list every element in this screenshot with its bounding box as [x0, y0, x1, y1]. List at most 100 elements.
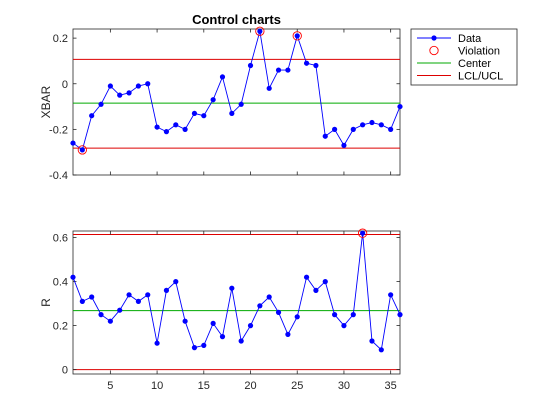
legend-swatch-dot	[431, 35, 437, 41]
data-point	[378, 122, 384, 128]
data-point	[257, 303, 263, 309]
data-point	[247, 323, 254, 329]
y-tick-label: 0	[62, 79, 68, 91]
data-point	[332, 126, 338, 132]
y-tick-label: -0.2	[49, 124, 68, 136]
data-point	[369, 119, 375, 126]
data-point	[107, 318, 113, 324]
y-tick-label: -0.4	[49, 170, 68, 182]
data-point	[145, 292, 151, 298]
legend-item: Center	[417, 58, 491, 70]
data-point	[173, 122, 179, 128]
data-point	[313, 62, 319, 69]
data-point	[350, 126, 356, 132]
data-point	[219, 74, 226, 80]
data-point	[163, 287, 170, 293]
x-tick-label: 20	[244, 380, 256, 392]
data-point	[247, 62, 254, 69]
data-point	[238, 338, 244, 344]
violation-marker	[292, 31, 302, 41]
data-point	[257, 28, 263, 34]
data-point	[229, 285, 235, 291]
data-point	[341, 323, 347, 329]
x-tick-label: 10	[151, 380, 163, 392]
chart-2: 5 10 15 20 25 30 35 0 0.2 0.4 0.6 R	[39, 228, 403, 392]
legend-swatch-circle	[429, 45, 439, 56]
data-point	[378, 347, 384, 353]
data-point	[275, 67, 282, 73]
chart-1: -0.4 -0.2 0 0.2 Control charts XBAR	[39, 12, 403, 182]
data-point	[322, 279, 328, 285]
data-point	[397, 312, 403, 318]
data-point	[98, 101, 104, 107]
data-point	[285, 67, 291, 73]
legend-label: Data	[458, 33, 482, 45]
data-point	[163, 129, 170, 135]
data-point	[229, 110, 235, 117]
data-point	[313, 287, 319, 293]
data-point	[238, 101, 244, 107]
legend-item: Data	[417, 33, 482, 45]
data-point	[126, 90, 132, 96]
charts-layer: -0.4 -0.2 0 0.2 Control charts XBAR 5 10 15 20 25 3…	[39, 12, 403, 392]
data-point	[266, 294, 272, 300]
y-tick-label: 0	[62, 365, 68, 377]
violation-marker	[357, 228, 368, 238]
data-point	[360, 230, 366, 236]
data-point	[360, 122, 366, 128]
plot-area	[72, 28, 401, 176]
legend-label: Violation	[458, 46, 500, 58]
data-point	[173, 279, 179, 285]
y-axis-label: R	[39, 298, 53, 307]
data-point	[285, 331, 291, 337]
data-point	[388, 126, 394, 132]
data-point	[210, 320, 216, 326]
data-point	[303, 60, 310, 66]
data-point	[182, 318, 188, 324]
data-point	[350, 312, 356, 318]
data-point	[79, 298, 85, 304]
violation-marker	[255, 26, 265, 36]
data-point	[154, 340, 160, 346]
x-tick-label: 30	[338, 380, 350, 392]
data-point	[369, 338, 375, 344]
data-point	[135, 298, 141, 304]
data-point	[135, 83, 141, 89]
data-point	[294, 33, 300, 39]
plot-area	[72, 230, 401, 375]
data-point	[266, 85, 272, 91]
data-point	[98, 312, 104, 318]
data-point	[70, 274, 76, 280]
y-tick-label: 0.4	[53, 277, 68, 289]
x-tick-label: 5	[107, 380, 113, 392]
data-point	[182, 126, 188, 132]
data-point	[388, 292, 394, 298]
data-point	[341, 142, 347, 148]
data-point	[303, 274, 310, 280]
data-point	[201, 113, 207, 119]
data-point	[145, 81, 151, 87]
x-tick-label: 25	[291, 380, 303, 392]
legend-label: Center	[458, 58, 491, 70]
data-point	[107, 83, 113, 89]
legend-label: LCL/UCL	[458, 71, 503, 83]
data-point	[322, 133, 328, 139]
data-point	[117, 92, 123, 98]
data-point	[154, 124, 160, 130]
data-point	[294, 314, 300, 320]
x-tick-label: 15	[198, 380, 210, 392]
data-point	[210, 97, 216, 103]
data-point	[201, 342, 207, 348]
data-point	[332, 312, 338, 318]
chart-title: Control charts	[192, 12, 281, 27]
data-point	[117, 307, 123, 313]
y-axis-label: XBAR	[39, 85, 53, 118]
y-tick-label: 0.6	[53, 233, 68, 245]
legend-item: LCL/UCL	[417, 71, 503, 83]
data-point	[191, 110, 198, 117]
data-point	[397, 103, 403, 110]
data-point	[70, 140, 76, 146]
data-point	[89, 294, 95, 300]
y-tick-label: 0.2	[53, 321, 68, 333]
